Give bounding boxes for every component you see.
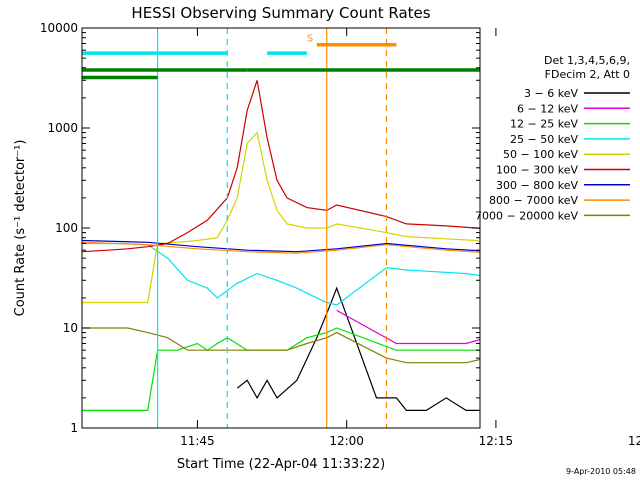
legend-label-5: 100 − 300 keV (496, 164, 578, 177)
series-layer (82, 80, 480, 411)
legend-label-7: 800 − 7000 keV (489, 194, 578, 207)
x-tick-label-1: 12:00 (329, 434, 364, 448)
legend-label-3: 25 − 50 keV (510, 133, 578, 146)
y-tick-label-0: 1 (70, 421, 78, 435)
series-line-7 (82, 241, 480, 254)
legend-label-1: 6 − 12 keV (517, 102, 578, 115)
legend-header-line-2: FDecim 2, Att 0 (545, 68, 630, 81)
series-line-0 (236, 286, 480, 411)
overlay-layer: RD0RD4NSF (82, 28, 517, 428)
plot-frame (81, 27, 481, 429)
legend-label-0: 3 − 6 keV (524, 87, 578, 100)
timestamp-footer: 9-Apr-2010 05:48 (566, 467, 636, 476)
x-tick-label-2: 12:15 (479, 434, 514, 448)
series-line-4 (82, 131, 480, 304)
y-axis-title: Count Rate (s⁻¹ detector⁻¹) (13, 140, 28, 317)
x-tick-label-3: 12:30 (628, 434, 640, 448)
legend-label-2: 12 − 25 keV (510, 118, 578, 131)
legend-label-8: 7000 − 20000 keV (475, 209, 578, 222)
x-tick-label-0: 11:45 (180, 434, 215, 448)
y-tick-label-3: 1000 (47, 121, 78, 135)
chart-title: HESSI Observing Summary Count Rates (131, 4, 430, 22)
axis-layer: 11:4512:0012:1512:3012:4513:001101001000… (40, 21, 640, 448)
legend: Det 1,3,4,5,6,9, FDecim 2, Att 0 3 − 6 k… (475, 54, 630, 222)
series-line-1 (336, 309, 480, 345)
legend-header-line-1: Det 1,3,4,5,6,9, (544, 54, 630, 67)
series-line-8 (82, 327, 480, 364)
series-line-2 (82, 327, 480, 411)
y-tick-label-1: 10 (63, 321, 78, 335)
series-line-5 (82, 80, 480, 253)
series-line-3 (82, 242, 480, 306)
x-axis-title: Start Time (22-Apr-04 11:33:22) (177, 457, 385, 472)
state-label-s: S (307, 34, 313, 45)
state-label-rd4: RD4 (496, 66, 517, 77)
y-tick-label-4: 10000 (40, 21, 78, 35)
legend-label-4: 50 − 100 keV (503, 148, 578, 161)
legend-label-6: 300 − 800 keV (496, 179, 578, 192)
y-tick-label-2: 100 (55, 221, 78, 235)
series-line-6 (82, 239, 480, 253)
